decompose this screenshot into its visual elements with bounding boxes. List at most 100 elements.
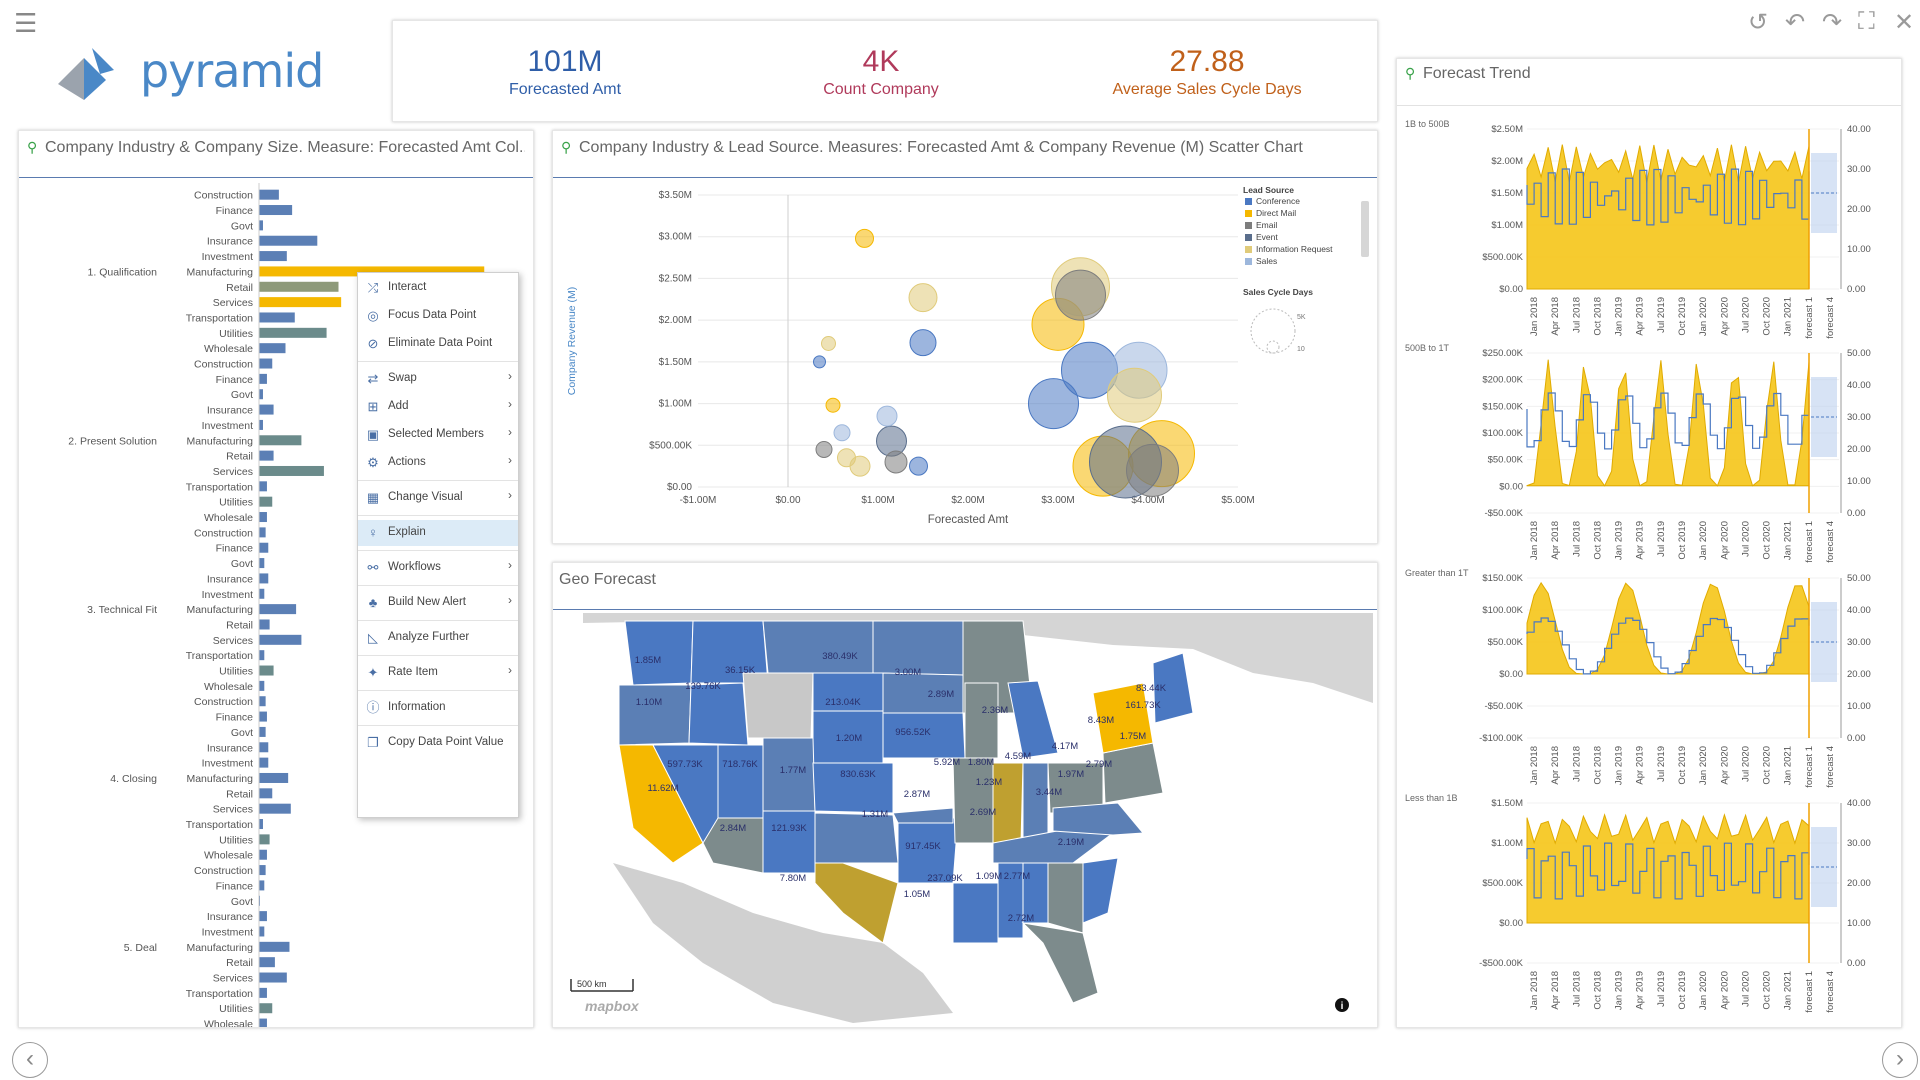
category-label: Investment xyxy=(202,251,253,263)
bar xyxy=(259,373,267,384)
x-tick-label: Jul 2020 xyxy=(1740,746,1751,782)
y-tick-label: $500.00K xyxy=(1482,252,1523,263)
map-value-label: 213.04K xyxy=(825,697,861,708)
category-label: Utilities xyxy=(219,328,253,340)
menu-item-focus-data-point[interactable]: ◎ Focus Data Point xyxy=(358,303,518,329)
map-value-label: 139.76K xyxy=(685,681,721,692)
state-region xyxy=(814,862,899,944)
geo-map[interactable]: 1.85M 36.15K 380.49K 139.76K 3.00M 1.10M 213.0… xyxy=(553,563,1377,1027)
undo-icon[interactable]: ↺ xyxy=(1748,9,1769,36)
x-tick-label: Oct 2018 xyxy=(1592,297,1603,336)
map-value-label: 2.84M xyxy=(720,823,746,834)
menu-item-information[interactable]: ⓘ Information xyxy=(358,695,518,721)
x-tick-label: Apr 2020 xyxy=(1719,746,1730,785)
menu-item-label: Copy Data Point Value xyxy=(388,736,504,748)
category-label: Transportation xyxy=(186,650,253,662)
menu-item-label: Interact xyxy=(388,281,427,293)
y-tick-label: $1.00M xyxy=(659,399,692,410)
fullscreen-icon[interactable]: ⛶ xyxy=(1858,8,1875,35)
map-value-label: 1.97M xyxy=(1058,769,1084,780)
scatter-point xyxy=(855,228,874,248)
x-tick-label: Jan 2018 xyxy=(1529,297,1540,336)
bar xyxy=(259,450,274,461)
forecast-area xyxy=(1526,581,1810,675)
menu-item-copy-data-point-value[interactable]: ❐ Copy Data Point Value xyxy=(358,730,518,756)
category-label: Investment xyxy=(202,926,253,938)
bar xyxy=(259,465,324,476)
bar xyxy=(259,220,263,231)
category-label: Govt xyxy=(231,389,253,401)
scatter-point xyxy=(815,440,833,458)
x-tick-label: Jan 2021 xyxy=(1783,521,1794,560)
bar xyxy=(259,941,290,952)
menu-item-actions[interactable]: ⚙ Actions › xyxy=(358,450,518,476)
y-tick-label: $2.50M xyxy=(1491,124,1523,135)
bar xyxy=(259,496,273,507)
bar xyxy=(259,665,274,676)
menu-separator xyxy=(358,585,518,586)
y-tick-label: $500.00K xyxy=(649,440,692,451)
x-tick-label: $1.00M xyxy=(861,495,894,506)
bar xyxy=(259,481,267,492)
legend-item: Sales xyxy=(1256,256,1277,266)
y-tick-label: -$100.00K xyxy=(1479,733,1524,744)
bar xyxy=(259,926,265,937)
menu-item-rate-item[interactable]: ✦ Rate Item › xyxy=(358,660,518,686)
menu-separator xyxy=(358,725,518,726)
x-tick-label: Jan 2020 xyxy=(1698,297,1709,336)
canada-land xyxy=(583,613,1373,703)
size-legend-title: Sales Cycle Days xyxy=(1243,287,1313,297)
map-value-label: 1.09M xyxy=(976,871,1002,882)
map-value-label: 2.89M xyxy=(928,689,954,700)
bar xyxy=(259,588,265,599)
forecast-step-line xyxy=(1526,392,1810,450)
category-label: Construction xyxy=(194,696,253,708)
category-label: Retail xyxy=(226,451,253,463)
kpi-count-company-value[interactable]: 4K xyxy=(862,45,900,78)
menu-separator xyxy=(358,690,518,691)
menu-item-build-new-alert[interactable]: ♣ Build New Alert › xyxy=(358,590,518,616)
hamburger-menu-icon[interactable]: ☰ xyxy=(14,8,38,38)
submenu-arrow-icon: › xyxy=(508,593,512,607)
menu-item-explain[interactable]: ♀ Explain xyxy=(358,520,518,546)
y-tick-label: -$500.00K xyxy=(1479,958,1524,969)
forecast-step-line xyxy=(1526,842,1810,900)
menu-item-interact[interactable]: ⤮ Interact xyxy=(358,275,518,301)
menu-item-swap[interactable]: ⇄ Swap › xyxy=(358,366,518,392)
kpi-forecasted-amt-value[interactable]: 101M xyxy=(527,45,603,78)
bar xyxy=(259,435,302,446)
undo-step-icon[interactable]: ↶ xyxy=(1785,9,1806,36)
y-tick-label: $250.00K xyxy=(1482,348,1523,359)
y2-tick-label: 50.00 xyxy=(1847,348,1871,359)
close-icon[interactable]: ✕ xyxy=(1894,9,1915,36)
state-region xyxy=(742,672,814,739)
x-tick-label: Jan 2018 xyxy=(1529,971,1540,1010)
x-tick-label: Oct 2019 xyxy=(1677,297,1688,336)
bar xyxy=(259,619,270,630)
map-value-label: 5.92M xyxy=(934,757,960,768)
menu-separator xyxy=(358,480,518,481)
pin-icon[interactable]: ⚲ xyxy=(561,139,572,155)
category-label: Insurance xyxy=(207,911,253,923)
prev-page-button[interactable]: ‹ xyxy=(12,1042,48,1078)
kpi-panel: 101M Forecasted Amt 4K Count Company 27.… xyxy=(392,20,1378,122)
menu-item-eliminate-data-point[interactable]: ⊘ Eliminate Data Point xyxy=(358,331,518,357)
menu-item-analyze-further[interactable]: ◺ Analyze Further xyxy=(358,625,518,651)
menu-item-change-visual[interactable]: ▦ Change Visual › xyxy=(358,485,518,511)
redo-icon[interactable]: ↷ xyxy=(1822,9,1843,36)
menu-item-add[interactable]: ⊞ Add › xyxy=(358,394,518,420)
next-page-button[interactable]: › xyxy=(1882,1042,1918,1078)
menu-item-workflows[interactable]: ⚯ Workflows › xyxy=(358,555,518,581)
pin-icon[interactable]: ⚲ xyxy=(1405,65,1416,81)
menu-item-selected-members[interactable]: ▣ Selected Members › xyxy=(358,422,518,448)
bar xyxy=(259,834,270,845)
scale-label: 500 km xyxy=(577,979,607,989)
pin-icon[interactable]: ⚲ xyxy=(27,139,38,155)
state-region xyxy=(992,762,1024,844)
bar xyxy=(259,512,267,523)
x-tick-label: Oct 2019 xyxy=(1677,521,1688,560)
y-tick-label: $2.00M xyxy=(659,315,692,326)
kpi-avg-cycle-value[interactable]: 27.88 xyxy=(1169,45,1245,78)
y2-tick-label: 50.00 xyxy=(1847,573,1871,584)
state-region xyxy=(1021,922,1099,1004)
